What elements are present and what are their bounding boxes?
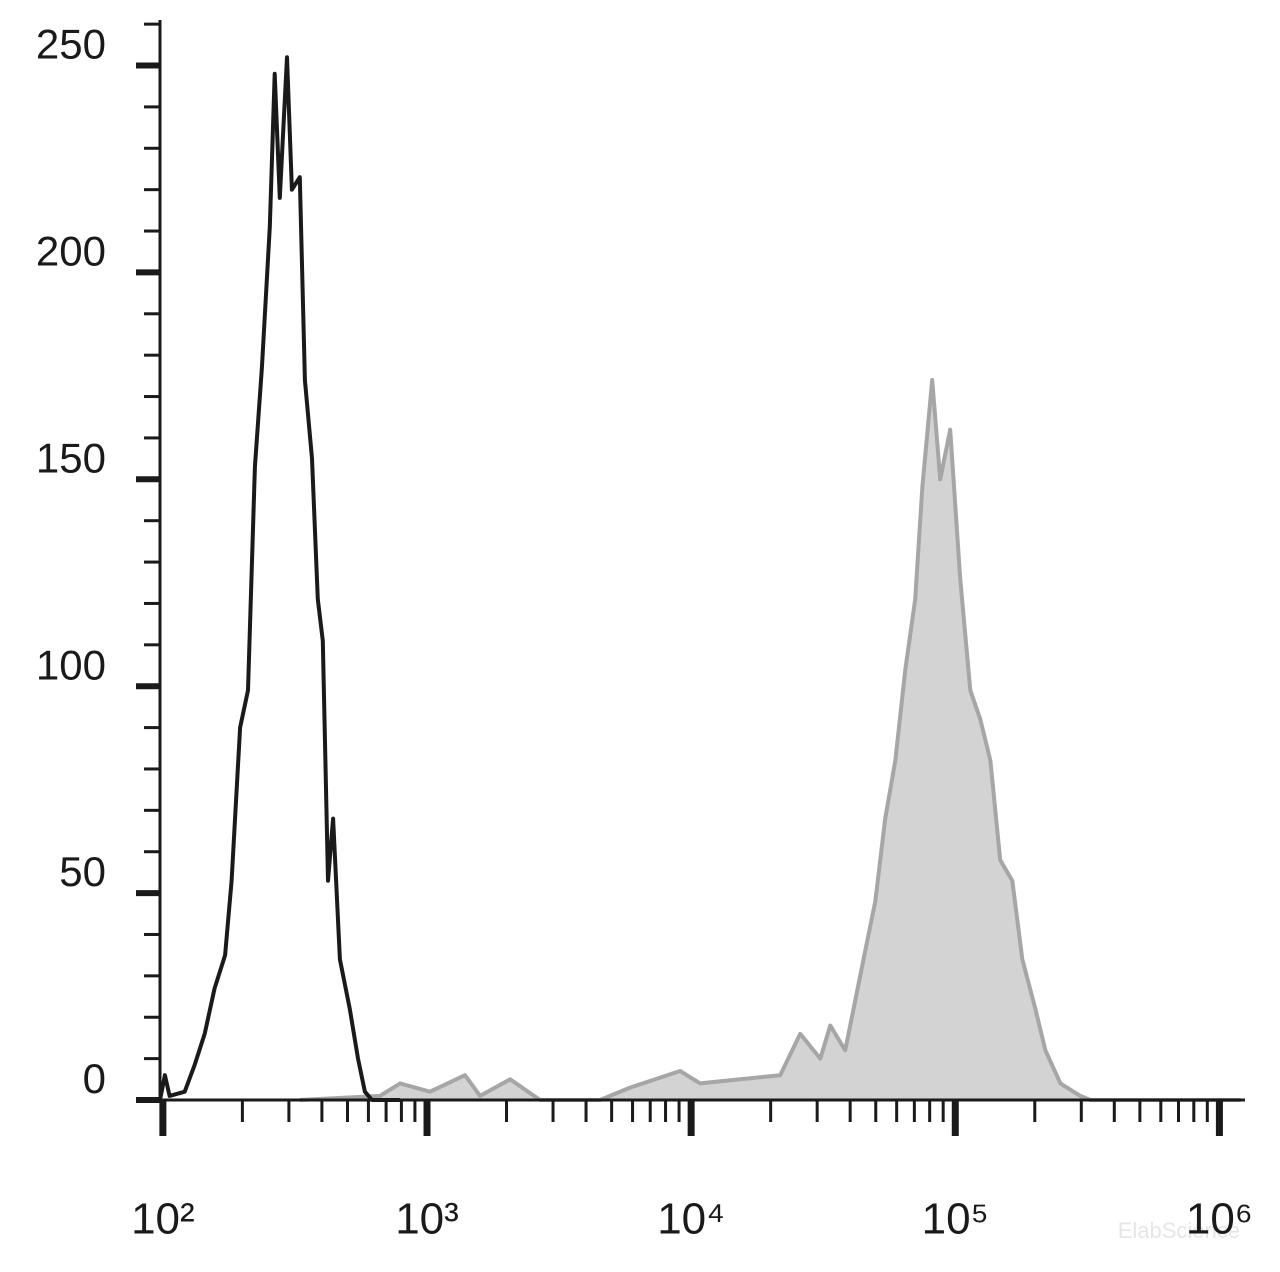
x-tick-label: 10³ bbox=[395, 1195, 459, 1244]
y-tick-label: 0 bbox=[83, 1055, 106, 1102]
y-tick-label: 100 bbox=[36, 641, 106, 688]
x-tick-label: 10⁶ bbox=[1186, 1195, 1253, 1244]
line bbox=[299, 378, 1241, 1102]
line bbox=[158, 55, 401, 1102]
x-tick-label: 10⁵ bbox=[922, 1195, 989, 1244]
watermark: ElabScience bbox=[1118, 1218, 1240, 1243]
y-tick-label: 200 bbox=[36, 228, 106, 275]
x-tick-label: 10⁴ bbox=[657, 1195, 725, 1244]
y-tick-label: 150 bbox=[36, 434, 106, 481]
y-tick-label: 50 bbox=[59, 848, 106, 895]
area bbox=[299, 380, 1241, 1100]
y-tick-label: 250 bbox=[36, 21, 106, 68]
x-tick-label: 10² bbox=[131, 1195, 195, 1244]
